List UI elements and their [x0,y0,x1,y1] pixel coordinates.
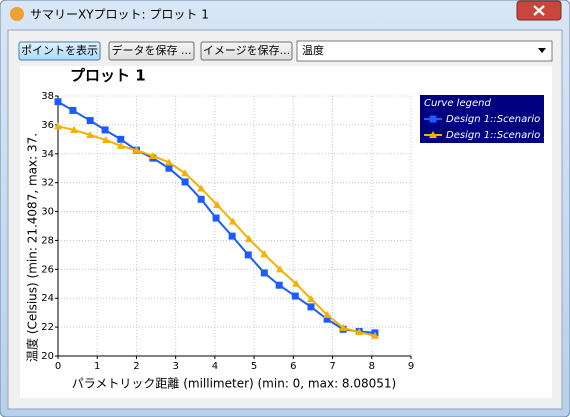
point-marker [323,310,332,318]
y-tick-label: 32 [41,178,54,189]
x-tick-label: 8 [369,361,375,372]
x-tick-label: 6 [290,361,296,372]
y-tick-label: 30 [41,207,54,218]
legend-title: Curve legend [424,98,491,109]
x-tick-label: 5 [251,361,257,372]
point-marker [260,250,269,258]
point-marker [70,125,79,133]
window-title: サマリーXYプロット: プロット 1 [30,8,209,22]
save-data-button[interactable]: データを保存 ... [108,41,195,61]
chart-title: プロット 1 [70,67,146,85]
x-tick-label: 4 [212,361,218,372]
point-marker [244,251,252,259]
app-icon [10,7,24,21]
point-marker [101,126,109,134]
point-marker [260,269,268,277]
point-marker [148,151,157,159]
y-tick-label: 34 [41,149,54,160]
point-marker [69,106,77,114]
y-tick-label: 28 [41,235,54,246]
x-tick-label: 7 [329,361,335,372]
y-tick-label: 20 [41,351,54,362]
button-label[interactable]: データを保存 ... [112,43,192,57]
point-marker [275,265,284,273]
y-tick-label: 36 [41,120,54,131]
point-marker [213,201,222,209]
point-marker [197,195,205,203]
x-tick-label: 0 [55,361,61,372]
x-tick-label: 9 [408,361,414,372]
button-label[interactable]: ポイントを表示 [21,43,98,57]
point-marker [132,146,141,154]
x-tick-label: 3 [172,361,178,372]
point-marker [323,315,331,323]
y-tick-label: 24 [41,293,54,304]
point-marker [54,98,62,106]
x-tick-label: 2 [133,361,139,372]
show-points-button[interactable]: ポイントを表示 [18,41,101,61]
point-marker [212,214,220,222]
point-marker [116,141,125,149]
point-marker [306,294,315,302]
point-marker [101,136,110,144]
point-marker [292,279,301,287]
save-image-button[interactable]: イメージを保存... [200,41,293,61]
y-axis-label: 温度 (Celsius) (min: 21.4087, max: 37. [25,133,40,362]
quantity-dropdown[interactable]: 温度 [296,40,553,62]
point-marker [245,235,254,242]
legend-entry: Design 1::Scenario 2 [446,130,550,141]
point-marker [197,184,206,192]
point-marker [181,178,189,186]
dropdown-value[interactable]: 温度 [302,43,324,57]
point-marker [429,131,437,138]
y-tick-label: 22 [41,322,54,333]
point-marker [54,122,62,130]
point-marker [291,292,299,300]
point-marker [275,281,283,289]
point-marker [339,323,348,331]
point-marker [181,169,190,177]
close-button[interactable] [516,0,562,21]
x-tick-label: 1 [94,361,100,372]
point-marker [228,232,236,240]
point-marker [355,328,364,336]
point-marker [370,331,379,339]
y-tick-label: 26 [41,264,54,275]
y-tick-label: 38 [41,91,54,102]
legend-entry: Design 1::Scenario 1 [446,114,550,125]
x-axis-label: パラメトリック距離 (millimeter) (min: 0, max: 8.0… [72,377,397,391]
point-marker [165,164,173,172]
point-marker [86,131,95,138]
point-marker [228,217,237,225]
point-marker [86,117,94,125]
point-marker [429,115,437,123]
point-marker [117,135,125,143]
point-marker [164,158,173,166]
button-label[interactable]: イメージを保存... [203,43,290,57]
point-marker [307,303,315,311]
